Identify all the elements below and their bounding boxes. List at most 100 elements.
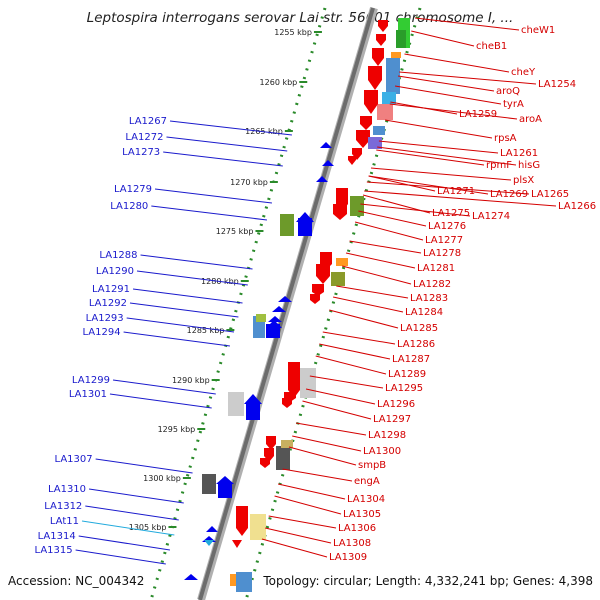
gene-label-left[interactable]: LA1312 [44,501,82,512]
gene-block-olive[interactable] [350,196,364,216]
gene-block-olive-left[interactable] [280,214,294,236]
gene-block-blue-bottom[interactable] [236,572,252,592]
gene-label-right[interactable]: LA1300 [363,446,401,457]
gene-block-darkgray-left[interactable] [202,474,216,494]
trna-feature[interactable] [204,540,214,546]
gene-label-right[interactable]: rpmF [486,160,512,171]
gene-label-left[interactable]: LA1273 [122,147,160,158]
gene-label-right[interactable]: hisG [518,160,540,171]
gene-label-right[interactable]: LA1261 [500,148,538,159]
gene-label-right[interactable]: cheW1 [521,25,555,36]
gene-label-right[interactable]: LA1304 [347,494,385,505]
gene-block-darkgray[interactable] [276,446,290,470]
gene-label-right[interactable]: LA1283 [410,293,448,304]
gene-label-right[interactable]: LA1287 [392,354,430,365]
gene-block-lightblue[interactable] [382,92,396,104]
gene-label-right[interactable]: LA1265 [531,189,569,200]
gene-label-right[interactable]: LA1289 [388,369,426,380]
gene-label-right[interactable]: LA1278 [423,248,461,259]
gene-label-right[interactable]: LA1297 [373,414,411,425]
gene-label-right[interactable]: plsX [513,175,534,186]
gene-label-right[interactable]: LA1254 [538,79,576,90]
connector-right [360,203,471,217]
gene-label-left[interactable]: LA1299 [72,375,110,386]
gene-label-right[interactable]: LA1284 [405,307,443,318]
gene-label-left[interactable]: LA1315 [35,545,73,556]
connector-left [78,535,171,551]
gene-block-green-dark[interactable] [396,30,406,48]
gene-block-gray[interactable] [300,368,316,398]
forward-arrow-cluster-1 [316,142,334,182]
gene-block-yellow[interactable] [250,514,266,540]
gene-label-right[interactable]: LA1275 [432,208,470,219]
accession-text: Accession: NC_004342 [8,574,145,588]
gene-label-right[interactable]: cheY [511,67,536,78]
gene-label-right[interactable]: LA1308 [333,538,371,549]
gene-label-left[interactable]: LA1272 [125,132,163,143]
scale-track-left [149,7,327,600]
gene-label-left[interactable]: LA1307 [55,454,93,465]
gene-label-right[interactable]: LA1286 [397,339,435,350]
gene-label-left[interactable]: LAt11 [50,516,79,527]
gene-label-left[interactable]: LA1280 [110,201,148,212]
gene-label-right[interactable]: LA1277 [425,235,463,246]
gene-block-purple[interactable] [368,137,382,149]
gene-label-right[interactable]: LA1296 [377,399,415,410]
gene-label-right[interactable]: rpsA [494,133,517,144]
gene-block-olive-2[interactable] [331,272,345,286]
gene-label-right[interactable]: engA [354,476,380,487]
gene-label-right[interactable]: LA1259 [459,109,497,120]
gene-label-left[interactable]: LA1291 [92,284,130,295]
connector-right [342,265,412,285]
gene-label-left[interactable]: LA1314 [38,531,76,542]
gene-label-left[interactable]: LA1310 [48,484,86,495]
connector-right [385,119,493,139]
connector-right [389,103,518,120]
gene-label-right[interactable]: LA1295 [385,383,423,394]
tick-label: 1275 kbp [216,227,254,236]
gene-label-right[interactable]: LA1281 [417,263,455,274]
gene-label-right[interactable]: LA1266 [558,201,596,212]
gene-block-gray-left[interactable] [228,392,244,416]
gene-label-right[interactable]: LA1298 [368,430,406,441]
gene-label-left[interactable]: LA1292 [89,298,127,309]
forward-arrow-cluster-3 [266,296,292,338]
gene-label-right[interactable]: aroQ [496,86,520,97]
connector-left [140,254,253,270]
gene-label-left[interactable]: LA1301 [69,389,107,400]
gene-label-right[interactable]: LA1306 [338,523,376,534]
gene-block-blue[interactable] [386,58,400,94]
connector-right [319,343,391,360]
connector-left [166,136,288,152]
gene-label-left[interactable]: LA1293 [86,313,124,324]
gene-label-right[interactable]: LA1285 [400,323,438,334]
connector-right [268,515,337,529]
gene-block-multicolor-top[interactable] [256,314,266,322]
gene-label-right[interactable]: LA1274 [472,211,510,222]
gene-label-right[interactable]: LA1282 [413,279,451,290]
gene-block-pink[interactable] [377,104,393,120]
gene-label-right[interactable]: smpB [358,460,386,471]
gene-block-orange[interactable] [391,52,401,58]
gene-label-right[interactable]: LA1276 [428,221,466,232]
gene-label-right[interactable]: aroA [519,114,542,125]
gene-block-orange-2[interactable] [336,258,348,266]
connector-right [274,495,342,515]
connector-right [345,252,416,269]
gene-label-left[interactable]: LA1294 [82,327,120,338]
gene-label-right[interactable]: LA1271 [437,186,475,197]
gene-block-tan[interactable] [281,440,293,448]
gene-label-right[interactable]: LA1269 [490,189,528,200]
gene-label-left[interactable]: LA1267 [129,116,167,127]
gene-label-left[interactable]: LA1290 [96,266,134,277]
gene-label-left[interactable]: LA1288 [99,250,137,261]
gene-block-steelblue[interactable] [373,126,385,135]
gene-block-orange-bottom[interactable] [230,574,236,586]
gene-label-left[interactable]: LA1279 [114,184,152,195]
connector-left [95,458,193,474]
gene-label-right[interactable]: tyrA [503,99,524,110]
gene-label-right[interactable]: LA1305 [343,509,381,520]
gene-label-right[interactable]: LA1309 [329,552,367,563]
gene-label-right[interactable]: cheB1 [476,41,507,52]
